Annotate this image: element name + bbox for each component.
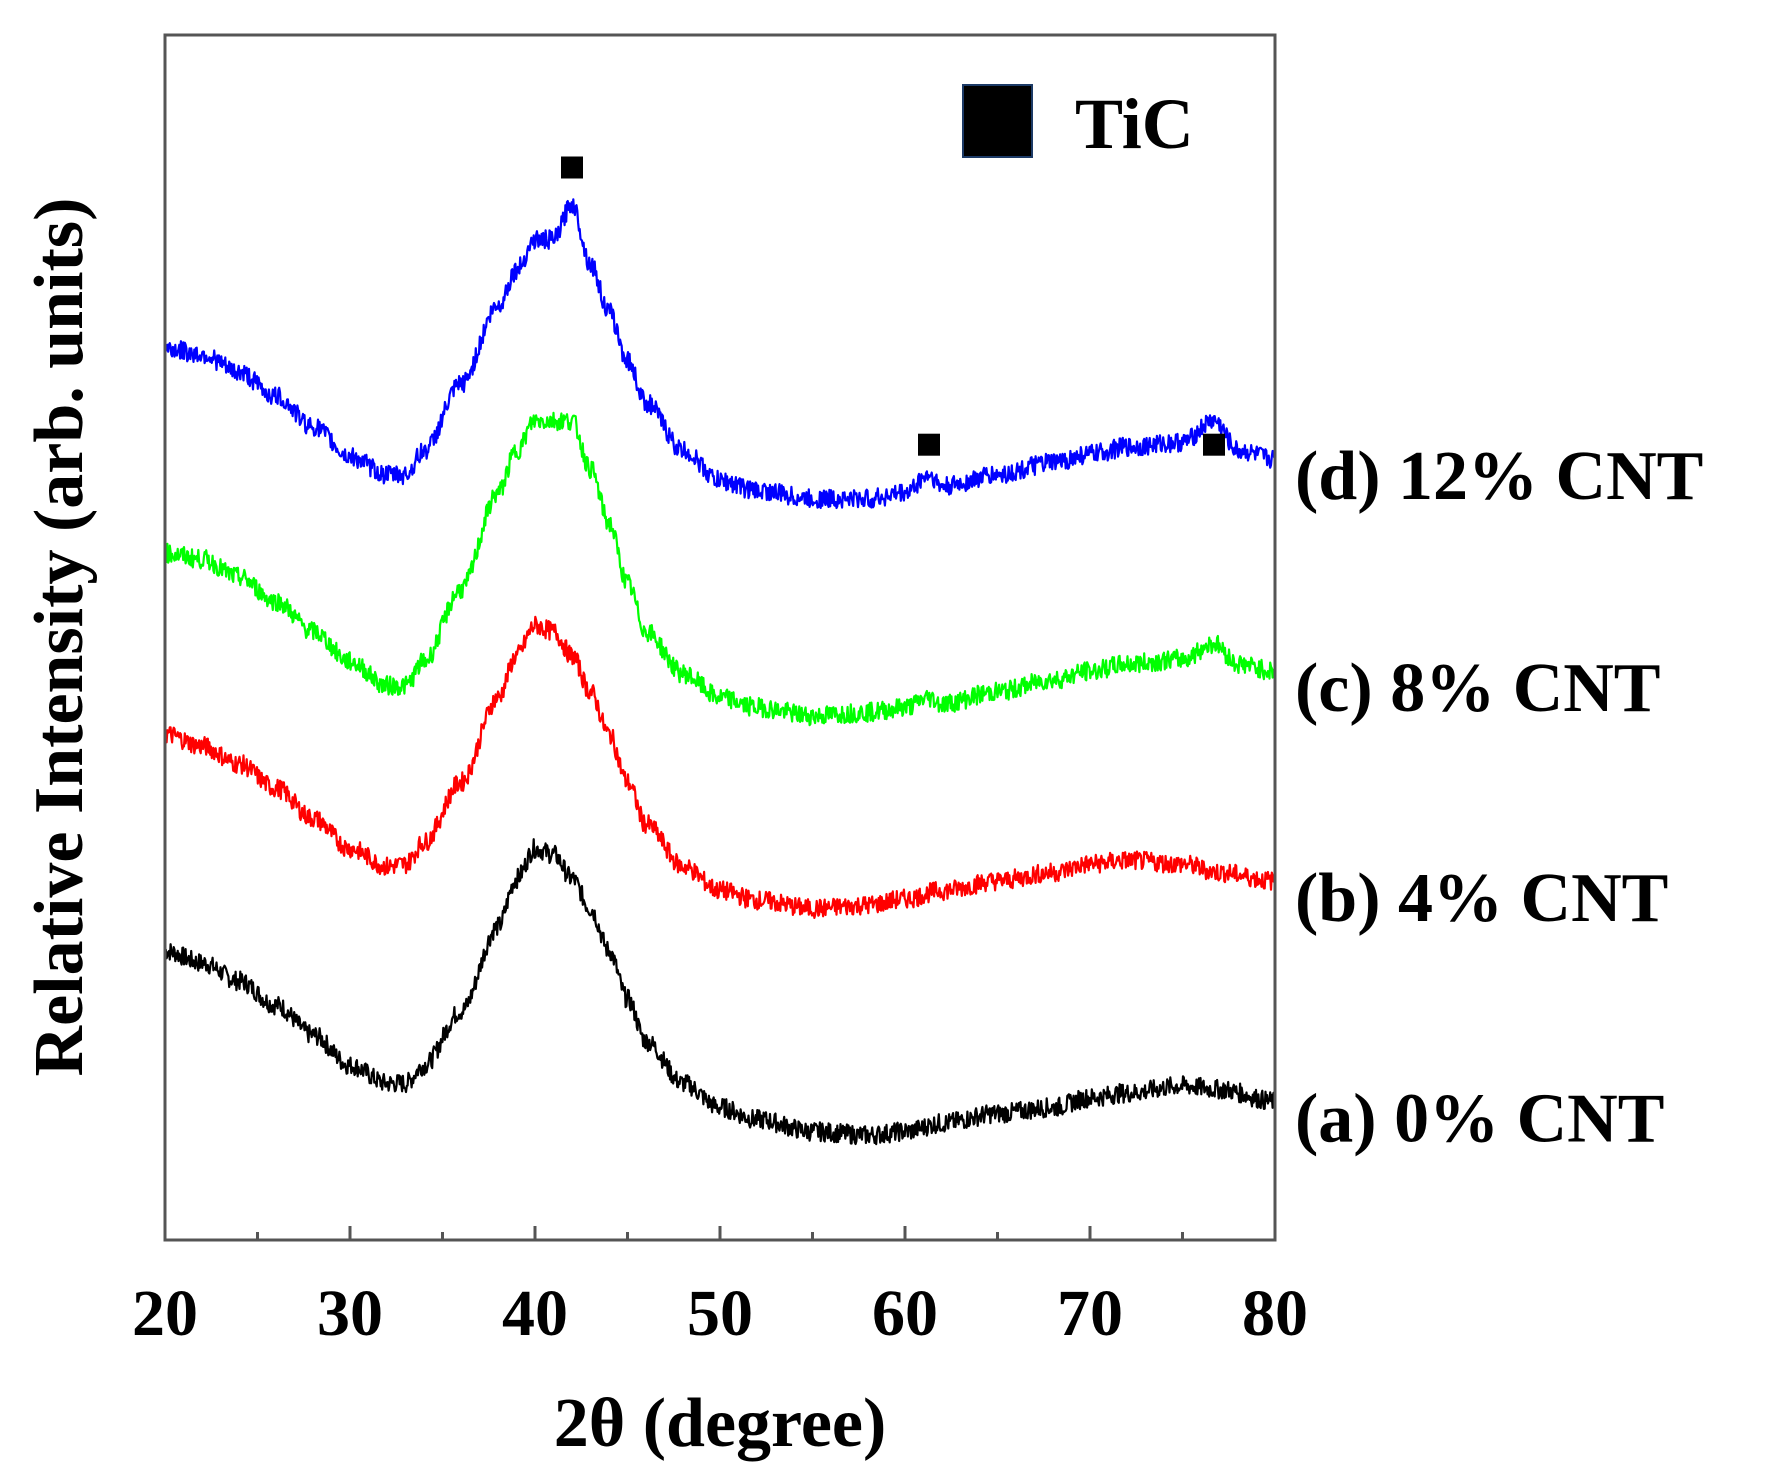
y-axis-title: Relative Intensity (arb. units) [21, 198, 98, 1077]
plot-frame [163, 33, 1277, 1242]
tic-marker-icon [918, 433, 940, 456]
tic-marker-icon [561, 156, 583, 179]
tic-markers [561, 156, 1225, 456]
series-label: (b) 4% CNT [1295, 860, 1668, 937]
legend: TiC [962, 84, 1194, 164]
x-tick-label: 30 [317, 1277, 383, 1350]
x-tick-label: 80 [1242, 1277, 1308, 1350]
x-tick-label: 70 [1057, 1277, 1123, 1350]
x-axis-title: 2θ (degree) [554, 1385, 887, 1462]
legend-square-icon [962, 84, 1033, 158]
series-label: (d) 12% CNT [1295, 438, 1703, 515]
axis-ticks [163, 1226, 1277, 1240]
series-labels: (a) 0% CNT (b) 4% CNT (c) 8% CNT (d) 12% CN… [1295, 438, 1703, 1157]
x-tick-labels: 20 30 40 50 60 70 80 [132, 1277, 1308, 1350]
x-tick-label: 40 [502, 1277, 568, 1350]
series-line-1 [164, 838, 1277, 1146]
x-tick-label: 50 [687, 1277, 753, 1350]
series-line-3 [163, 411, 1277, 727]
legend-label: TiC [1075, 84, 1194, 164]
x-tick-label: 60 [872, 1277, 938, 1350]
series-label: (c) 8% CNT [1295, 650, 1660, 727]
series-line-4 [164, 198, 1276, 510]
x-tick-label: 20 [132, 1277, 198, 1350]
series-line-2 [163, 615, 1277, 919]
series-label: (a) 0% CNT [1295, 1080, 1664, 1157]
series-lines [163, 198, 1277, 1146]
tic-marker-icon [1203, 433, 1225, 456]
